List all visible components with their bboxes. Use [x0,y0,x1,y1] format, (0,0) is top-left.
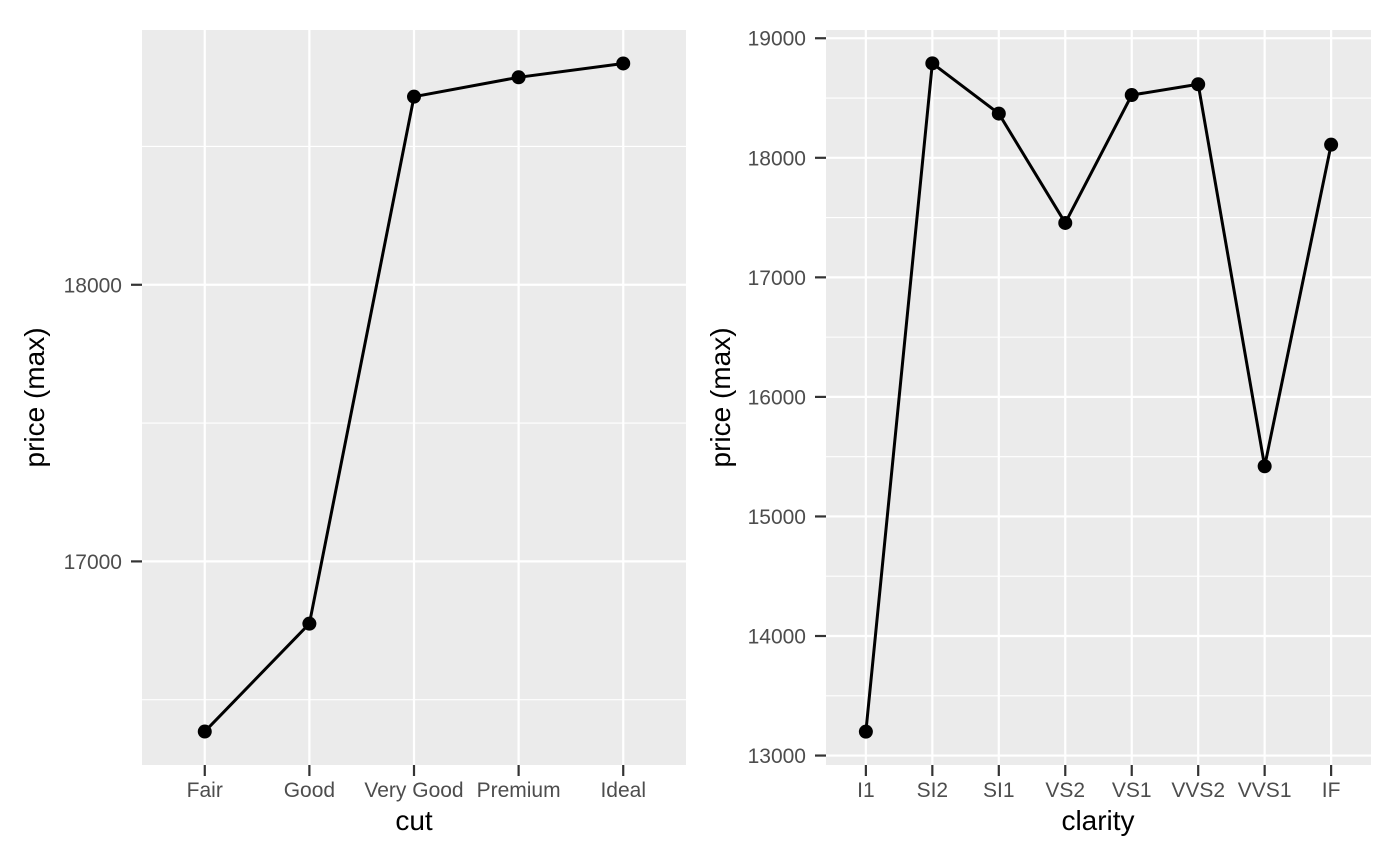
data-point [858,724,873,739]
y-tick-label: 17000 [748,267,806,290]
x-axis-title: clarity [1061,805,1134,836]
data-point [616,56,631,71]
y-tick-label: 19000 [748,28,806,51]
x-tick-label: Good [284,779,335,802]
x-tick-label: SI1 [983,779,1015,802]
data-point [1324,137,1339,152]
y-tick-label: 16000 [748,386,806,409]
x-tick-label: VS2 [1045,779,1085,802]
x-tick-label: SI2 [917,779,949,802]
clarity-price-chart: I1 SI2 SI1 VS2 VS1 VVS2 VVS1 IF 13000 14000 15000 1… [705,28,1371,836]
y-axis-title: price (max) [19,327,50,467]
x-tick-label: Fair [187,779,223,802]
data-point [511,70,526,85]
x-tick-label: VVS2 [1171,779,1225,802]
y-tick-label: 18000 [64,274,122,297]
x-tick-label: Premium [477,779,561,802]
chart-canvas-right: I1 SI2 SI1 VS2 VS1 VVS2 VVS1 IF 13000 14000 15000 1… [748,28,1371,802]
x-tick-label: VVS1 [1238,779,1292,802]
x-tick-label: IF [1322,779,1341,802]
data-point [1191,77,1206,92]
data-point [991,106,1006,121]
cut-price-chart: Fair Good Very Good Premium Ideal1700018000 … [19,30,686,836]
x-axis-title: cut [395,805,433,836]
x-tick-label: I1 [857,779,875,802]
x-tick-label: Very Good [364,779,463,802]
data-point [1058,215,1073,230]
data-point [197,724,212,739]
data-point [1257,459,1272,474]
y-tick-label: 17000 [64,551,122,574]
y-tick-label: 15000 [748,506,806,529]
y-tick-label: 14000 [748,626,806,649]
y-tick-label: 13000 [748,745,806,768]
y-axis-title: price (max) [705,327,736,467]
chart-canvas-left: Fair Good Very Good Premium Ideal 17000 18000 [64,30,686,802]
y-tick-label: 18000 [748,147,806,170]
data-point [407,89,421,104]
data-point [1124,88,1139,103]
data-line [864,61,1333,732]
x-tick-label: Ideal [600,779,646,802]
data-point [302,616,317,631]
data-point [925,56,940,71]
x-tick-label: VS1 [1112,779,1152,802]
